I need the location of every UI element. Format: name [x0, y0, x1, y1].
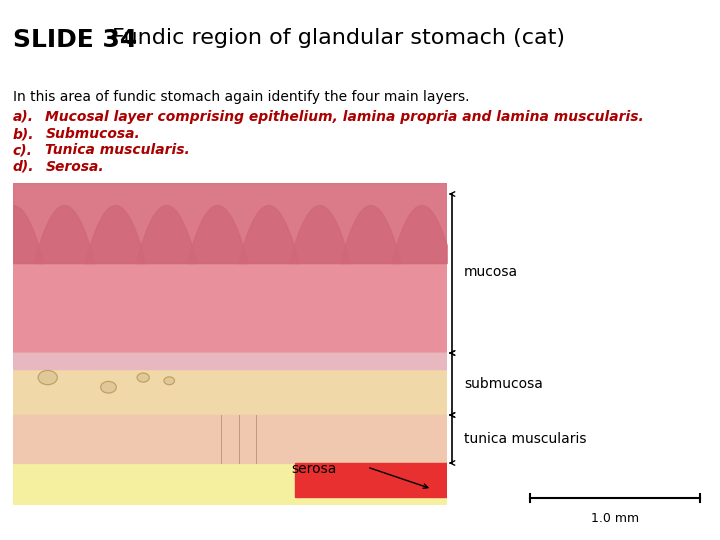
- Text: SLIDE 34: SLIDE 34: [13, 28, 138, 52]
- Circle shape: [101, 381, 117, 393]
- Text: submucosa: submucosa: [464, 377, 543, 391]
- Text: Tunica muscularis.: Tunica muscularis.: [45, 143, 190, 157]
- Circle shape: [38, 370, 58, 384]
- Text: a).: a).: [13, 110, 34, 124]
- Text: d).: d).: [13, 160, 35, 174]
- Bar: [13, 353, 447, 369]
- Text: tunica muscularis: tunica muscularis: [464, 432, 587, 446]
- Text: b).: b).: [13, 127, 35, 141]
- Bar: [13, 353, 447, 415]
- Bar: [13, 415, 447, 463]
- Bar: [295, 463, 447, 497]
- Bar: [13, 183, 447, 263]
- Circle shape: [137, 373, 149, 382]
- Circle shape: [164, 377, 174, 384]
- Text: Serosa.: Serosa.: [45, 160, 104, 174]
- Text: 1.0 mm: 1.0 mm: [591, 512, 639, 525]
- Text: Fundic region of glandular stomach (cat): Fundic region of glandular stomach (cat): [112, 28, 564, 48]
- Text: mucosa: mucosa: [464, 265, 518, 279]
- Text: In this area of fundic stomach again identify the four main layers.: In this area of fundic stomach again ide…: [13, 90, 469, 104]
- Text: Mucosal layer comprising epithelium, lamina propria and lamina muscularis.: Mucosal layer comprising epithelium, lam…: [45, 110, 644, 124]
- Bar: [13, 183, 447, 353]
- Text: c).: c).: [13, 143, 33, 157]
- Text: serosa: serosa: [292, 462, 337, 476]
- Text: Submucosa.: Submucosa.: [45, 127, 140, 141]
